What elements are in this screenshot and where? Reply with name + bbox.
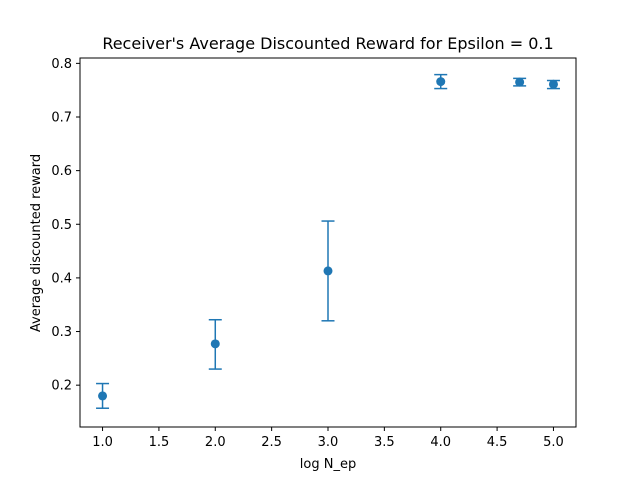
data-points xyxy=(98,77,558,401)
y-axis: 0.2 0.3 0.4 0.5 0.6 0.7 0.8 xyxy=(51,57,80,394)
x-tick-label: 1.0 xyxy=(92,435,113,450)
data-point xyxy=(515,77,525,87)
x-tick-label: 2.0 xyxy=(205,435,226,450)
x-tick-label: 3.5 xyxy=(374,435,395,450)
y-tick-label: 0.8 xyxy=(51,57,72,72)
x-tick-label: 3.0 xyxy=(318,435,339,450)
x-tick-label: 1.5 xyxy=(149,435,170,450)
y-tick-label: 0.2 xyxy=(51,379,72,394)
y-tick-label: 0.7 xyxy=(51,110,72,125)
y-axis-label: Average discounted reward xyxy=(29,154,44,332)
y-tick-label: 0.5 xyxy=(51,218,72,233)
x-tick-label: 5.0 xyxy=(543,435,564,450)
chart-title: Receiver's Average Discounted Reward for… xyxy=(102,34,553,53)
y-tick-label: 0.6 xyxy=(51,164,72,179)
data-point xyxy=(98,391,108,401)
y-tick-label: 0.4 xyxy=(51,271,72,286)
x-tick-label: 4.5 xyxy=(487,435,508,450)
x-tick-label: 2.5 xyxy=(261,435,282,450)
x-axis-label: log N_ep xyxy=(300,457,356,472)
data-point xyxy=(210,339,220,349)
data-point xyxy=(436,77,446,87)
data-point xyxy=(548,79,558,89)
y-tick-label: 0.3 xyxy=(51,325,72,340)
x-tick-label: 4.0 xyxy=(430,435,451,450)
data-point xyxy=(323,266,333,276)
x-axis: 1.0 1.5 2.0 2.5 3.0 3.5 4.0 4.5 5.0 xyxy=(92,427,564,450)
